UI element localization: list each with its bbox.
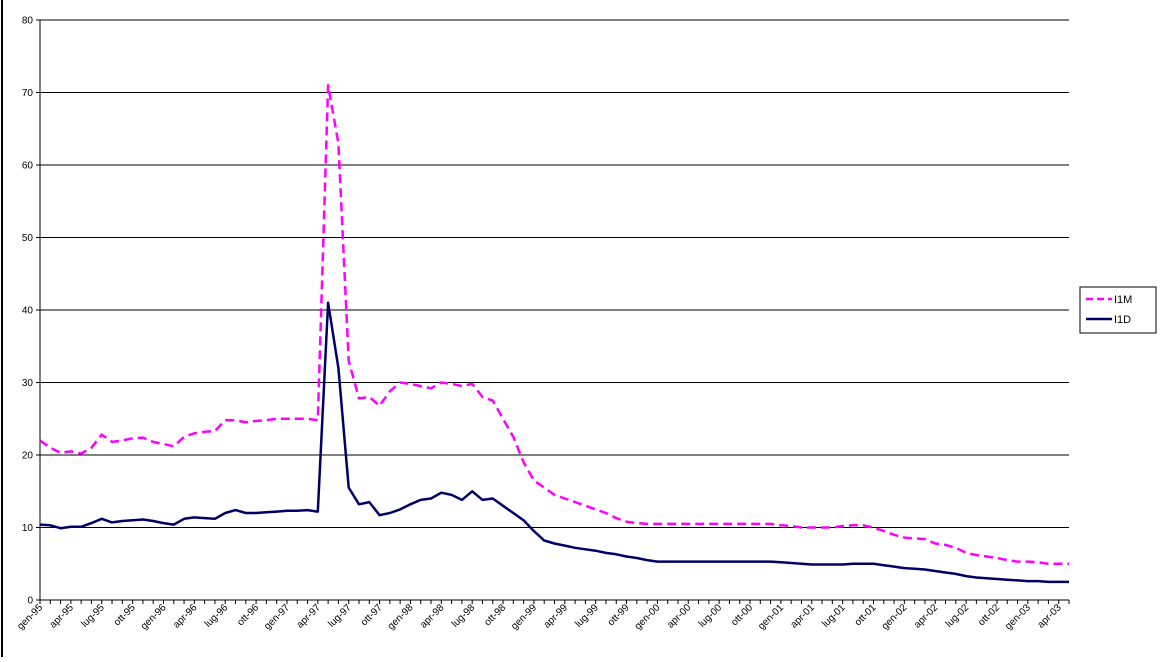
legend-label-i1m: I1M bbox=[1114, 294, 1132, 306]
x-tick-label: gen-02 bbox=[880, 602, 910, 632]
x-tick-label: apr-96 bbox=[171, 602, 200, 631]
x-tick-label: ott-97 bbox=[359, 602, 385, 628]
x-tick-label: lug-00 bbox=[697, 602, 725, 630]
x-tick-label: ott-98 bbox=[482, 602, 508, 628]
gridlines bbox=[40, 19, 1069, 528]
x-tick-label: lug-96 bbox=[203, 602, 231, 630]
x-tick-label: apr-02 bbox=[912, 602, 941, 631]
y-tick-label: 60 bbox=[22, 161, 34, 172]
y-tick-label: 30 bbox=[22, 378, 34, 389]
y-tick-label: 80 bbox=[22, 16, 34, 27]
x-tick-label: gen-01 bbox=[756, 602, 786, 632]
x-tick-label: gen-00 bbox=[633, 602, 663, 632]
y-tick-label: 40 bbox=[22, 306, 34, 317]
x-tick-label: lug-99 bbox=[573, 602, 601, 630]
x-tick-label: gen-97 bbox=[262, 602, 292, 632]
x-tick-label: gen-03 bbox=[1003, 602, 1033, 632]
legend-box bbox=[1079, 286, 1157, 334]
x-tick-label: ott-01 bbox=[853, 602, 879, 628]
series-line-i1m bbox=[39, 84, 1069, 566]
y-tick-label: 70 bbox=[22, 88, 34, 99]
x-tick-label: ott-02 bbox=[976, 602, 1002, 628]
x-tick-label: lug-01 bbox=[820, 602, 848, 630]
series-lines bbox=[39, 84, 1069, 584]
x-tick-label: gen-95 bbox=[15, 602, 45, 632]
x-tick-label: apr-99 bbox=[542, 602, 571, 631]
x-tick-label: apr-00 bbox=[665, 602, 694, 631]
x-tick-label: apr-98 bbox=[418, 602, 447, 631]
y-tick-label: 10 bbox=[22, 523, 34, 534]
y-tick-label: 0 bbox=[27, 596, 33, 607]
x-tick-label: apr-97 bbox=[295, 602, 324, 631]
y-tick-label: 20 bbox=[22, 451, 34, 462]
x-tick-label: apr-01 bbox=[789, 602, 818, 631]
x-tick-label: lug-98 bbox=[450, 602, 478, 630]
x-tick-label: apr-95 bbox=[48, 602, 77, 631]
x-tick-label: lug-97 bbox=[326, 602, 354, 630]
x-tick-label: lug-02 bbox=[944, 602, 972, 630]
x-tick-label: lug-95 bbox=[79, 602, 107, 630]
x-tick-label: ott-95 bbox=[112, 602, 138, 628]
x-tick-label: gen-98 bbox=[386, 602, 416, 632]
legend-label-i1d: I1D bbox=[1114, 314, 1131, 326]
x-tick-label: gen-99 bbox=[509, 602, 539, 632]
x-tick-label: apr-03 bbox=[1036, 602, 1065, 631]
series-line-i1d bbox=[39, 301, 1069, 584]
legend: I1M I1D bbox=[1079, 286, 1157, 334]
x-tick-label: ott-96 bbox=[235, 602, 261, 628]
y-tick-label: 50 bbox=[22, 233, 34, 244]
x-tick-label: ott-99 bbox=[606, 602, 632, 628]
x-tick-label: gen-96 bbox=[139, 602, 169, 632]
x-tick-label: ott-00 bbox=[729, 602, 755, 628]
